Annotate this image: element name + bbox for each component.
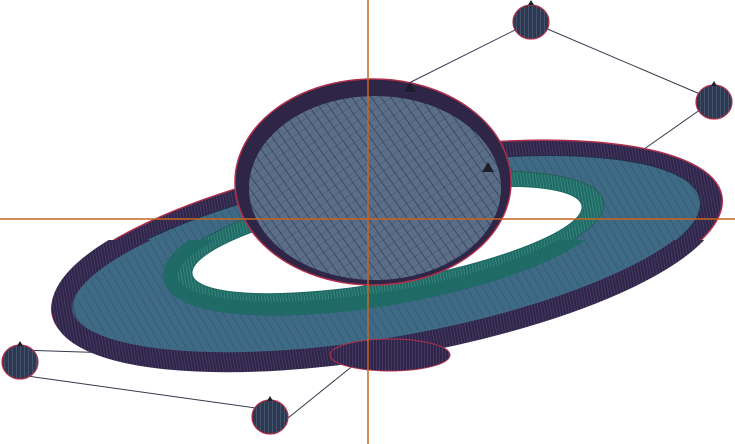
- handle-top[interactable]: [512, 0, 550, 40]
- jump-lines: [19, 21, 715, 419]
- planet-body[interactable]: [234, 78, 512, 286]
- stitch-start-marker: [404, 82, 416, 92]
- handle-bottom[interactable]: [251, 396, 289, 435]
- handle-right[interactable]: [695, 81, 733, 120]
- stitch-marker: [482, 162, 494, 172]
- planet-lower-edge: [329, 338, 451, 372]
- handle-left[interactable]: [1, 341, 39, 380]
